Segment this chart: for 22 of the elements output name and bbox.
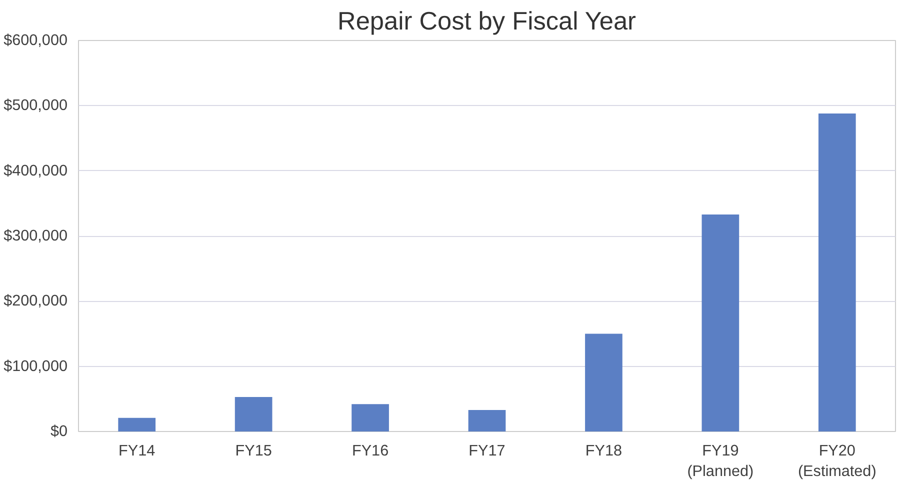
y-tick-label: $200,000 <box>4 292 68 310</box>
bar <box>818 113 856 432</box>
bar <box>234 396 272 432</box>
y-tick-label: $300,000 <box>4 228 68 244</box>
bar <box>702 214 740 432</box>
chart-title: Repair Cost by Fiscal Year <box>338 8 637 36</box>
y-tick-label: $0 <box>50 423 68 440</box>
x-tick-label: FY15 <box>235 442 272 460</box>
bar <box>118 418 156 432</box>
x-tick-label: FY17 <box>468 442 506 460</box>
y-tick-label: $400,000 <box>4 162 68 180</box>
x-tick-label: FY18 <box>585 442 622 460</box>
y-tick-label: $600,000 <box>4 32 68 49</box>
y-tick-label: $500,000 <box>4 97 68 114</box>
y-tick-label: $100,000 <box>4 358 68 375</box>
x-tick-label: FY16 <box>352 442 389 460</box>
bar <box>585 334 622 432</box>
x-tick-label: FY19 (Planned) <box>687 442 754 480</box>
bar <box>468 410 506 432</box>
x-tick-label: FY14 <box>118 442 156 460</box>
x-tick-label: FY20 (Estimated) <box>798 442 876 480</box>
bar <box>352 404 389 432</box>
